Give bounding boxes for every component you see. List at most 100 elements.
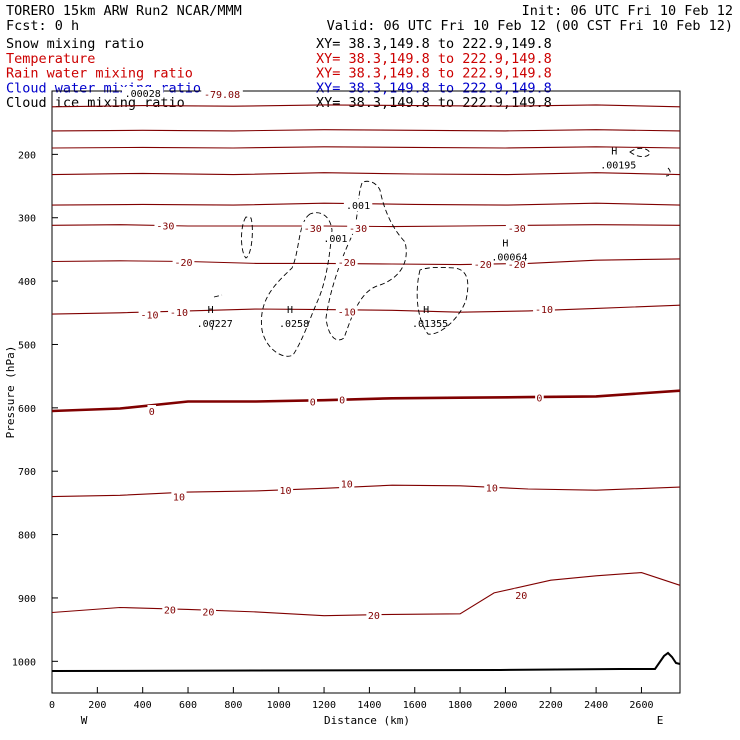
contour-label-bg (337, 393, 347, 406)
contour-label-bg (138, 308, 161, 321)
max-marker-value: .0258 (279, 319, 309, 330)
x-axis-label: Distance (km) (324, 714, 410, 727)
legend-name: Temperature (6, 51, 95, 67)
contour-label: -10 (535, 305, 553, 316)
contour-label-bg (321, 232, 350, 245)
max-marker-value: .00227 (197, 319, 233, 330)
x-tick-label: 2600 (629, 700, 653, 711)
max-marker-value: .01355 (412, 319, 448, 330)
max-marker-value: .00195 (600, 160, 636, 171)
contour-label-bg (366, 609, 382, 622)
contour-label-bg (277, 484, 294, 497)
ground-line (51, 651, 681, 672)
x-tick-label: 2400 (584, 700, 608, 711)
contour-label-bg (335, 256, 358, 269)
contour-label: 10 (173, 493, 185, 504)
x-tick-label: 0 (49, 700, 55, 711)
contour-label-bg (505, 221, 528, 234)
legend-name: Cloud ice mixing ratio (6, 95, 185, 111)
x-tick-label: 2000 (493, 700, 517, 711)
isotherm--80 (51, 104, 681, 108)
y-tick-label: 500 (18, 340, 36, 351)
contour-label-bg (335, 305, 358, 318)
legend-name: Rain water mixing ratio (6, 66, 193, 82)
contour-label-bg (168, 306, 190, 319)
contour-label: 10 (279, 486, 291, 497)
y-tick-label: 900 (18, 594, 36, 605)
west-label: W (81, 714, 88, 727)
max-marker-value: .00064 (491, 252, 527, 263)
isotherm--50 (51, 172, 681, 176)
isotherm--20 (51, 258, 681, 266)
contour-label-bg (513, 588, 529, 601)
legend-name: Snow mixing ratio (6, 36, 144, 52)
ice-contour-right (416, 266, 469, 335)
east-label: E (657, 714, 664, 727)
contour-label: 20 (368, 611, 380, 622)
contour-label-bg (535, 391, 544, 404)
contour-label-bg (172, 256, 195, 269)
contour-label: -79.08 (204, 90, 240, 101)
x-tick-label: 1000 (267, 700, 291, 711)
isotherm-0 (51, 389, 681, 413)
contour-label: 20 (164, 605, 176, 616)
legend-name: Cloud water mixing ratio (6, 80, 201, 96)
contour-label-bg (154, 219, 177, 232)
ice-contour-left (241, 216, 253, 259)
x-tick-label: 1200 (312, 700, 336, 711)
y-tick-label: 600 (18, 404, 36, 415)
contour-label-bg (121, 86, 164, 99)
contour-label: 0 (536, 394, 542, 405)
legend-xy: XY= 38.3,149.8 to 222.9,149.8 (316, 51, 552, 67)
x-tick-label: 1600 (403, 700, 427, 711)
contour-label-bg (308, 395, 318, 408)
y-tick-label: 1000 (12, 657, 36, 668)
x-tick-label: 400 (134, 700, 152, 711)
x-tick-label: 800 (224, 700, 242, 711)
contour-label: 20 (202, 607, 214, 618)
ice-contour-small (211, 294, 223, 331)
contour-label-bg (339, 477, 355, 490)
isotherm--70 (51, 129, 681, 132)
contour-label: -30 (349, 224, 367, 235)
isotherm-20 (51, 572, 681, 617)
x-tick-label: 2200 (539, 700, 563, 711)
max-marker-h: H (611, 146, 617, 157)
contour-label-bg (171, 490, 187, 503)
y-tick-label: 200 (18, 150, 36, 161)
contour-label-bg (201, 88, 243, 101)
isotherm-10 (51, 484, 681, 498)
y-tick-label: 300 (18, 214, 36, 225)
legend-xy: XY= 38.3,149.8 to 222.9,149.8 (316, 66, 552, 82)
contour-label-bg (484, 481, 500, 494)
isotherm--60 (51, 146, 681, 149)
x-tick-label: 1800 (448, 700, 472, 711)
contour-label-bg (200, 605, 217, 618)
contour-label: -30 (508, 224, 526, 235)
legend-xy: XY= 38.3,149.8 to 222.9,149.8 (316, 80, 552, 96)
contour-label: -20 (174, 258, 192, 269)
contour-label: 20 (515, 591, 527, 602)
contour-label: 0 (339, 396, 345, 407)
legend-xy: XY= 38.3,149.8 to 222.9,149.8 (316, 36, 552, 52)
contour-labels: -79.08.00028.001.001-30 -30 -30 -30-20 -20 -2… (121, 86, 555, 622)
y-axis-label: Pressure (hPa) (4, 346, 17, 439)
contour-label-bg (347, 221, 369, 234)
contour-label: 0 (149, 407, 155, 418)
contour-label: -10 (338, 308, 356, 319)
valid-time: Valid: 06 UTC Fri 10 Feb 12 (00 CST Fri … (327, 18, 733, 34)
contour-label-bg (505, 257, 528, 270)
contour-label: .001 (346, 201, 370, 212)
model-title: TORERO 15km ARW Run2 NCAR/MMM (6, 3, 242, 19)
contour-label: -10 (140, 311, 158, 322)
x-tick-label: 1400 (357, 700, 381, 711)
init-time: Init: 06 UTC Fri 10 Feb 12 (522, 3, 733, 19)
y-tick-label: 700 (18, 467, 36, 478)
contour-label-bg (343, 199, 373, 212)
y-tick-label: 800 (18, 531, 36, 542)
y-tick-label: 400 (18, 277, 36, 288)
x-tick-label: 200 (88, 700, 106, 711)
max-marker-h: H (287, 305, 293, 316)
max-marker-h: H (502, 238, 508, 249)
